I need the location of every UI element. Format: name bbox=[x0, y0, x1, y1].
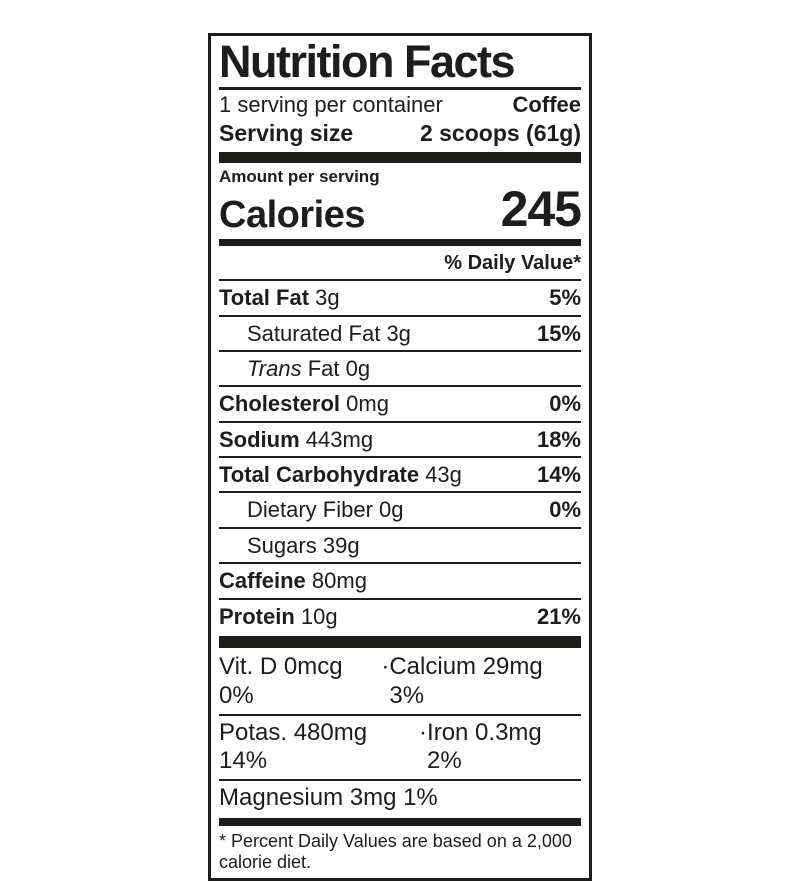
dot-separator: · bbox=[381, 653, 390, 681]
nutrient-amount: 0g bbox=[379, 497, 404, 523]
nutrient-row-total-fat: Total Fat 3g 5% bbox=[219, 281, 581, 317]
micronutrient-left: Vit. D 0mcg 0% bbox=[219, 653, 343, 709]
nutrient-name: Total Fat bbox=[219, 285, 310, 311]
micronutrient-left: Magnesium 3mg 1% bbox=[219, 784, 438, 812]
serving-size-row: Serving size 2 scoops (61g) bbox=[219, 118, 581, 148]
nutrient-row-dietary-fiber: Dietary Fiber 0g 0% bbox=[219, 493, 581, 529]
nutrient-dv: 21% bbox=[536, 603, 581, 629]
nutrient-name-italic: Trans bbox=[247, 355, 302, 381]
micronutrient-right: Calcium 29mg 3% bbox=[389, 653, 543, 709]
servings-per-container-row: 1 serving per container Coffee bbox=[219, 90, 581, 118]
medium-divider-bar bbox=[219, 239, 581, 247]
nutrient-row-sodium: Sodium 443mg 18% bbox=[219, 423, 581, 459]
nutrient-name: Sodium bbox=[219, 426, 300, 452]
nutrient-row-cholesterol: Cholesterol 0mg 0% bbox=[219, 387, 581, 423]
nutrient-dv: 0% bbox=[549, 391, 581, 417]
micronutrient-row-magnesium: Magnesium 3mg 1% bbox=[219, 781, 581, 816]
nutrient-amount: 10g bbox=[300, 603, 338, 629]
thick-divider-bar bbox=[219, 151, 581, 163]
nutrient-amount: 0mg bbox=[346, 391, 389, 417]
micronutrient-left: Potas. 480mg 14% bbox=[219, 718, 368, 775]
nutrient-amount: 443mg bbox=[305, 426, 374, 452]
calories-label: Calories bbox=[219, 194, 365, 237]
nutrient-name: Dietary Fiber bbox=[247, 497, 373, 523]
nutrient-dv: 5% bbox=[549, 285, 581, 311]
daily-value-footnote: * Percent Daily Values are based on a 2,… bbox=[219, 831, 572, 872]
nutrient-amount: 39g bbox=[322, 532, 360, 558]
calories-row: Calories 245 bbox=[219, 180, 582, 238]
nutrient-row-protein: Protein 10g 21% bbox=[219, 600, 581, 633]
nutrient-name: Protein bbox=[219, 603, 295, 629]
thick-divider-bar bbox=[219, 636, 581, 649]
nutrient-name: Saturated Fat bbox=[247, 320, 381, 346]
micronutrient-right: Iron 0.3mg 2% bbox=[427, 718, 542, 775]
nutrient-row-saturated-fat: Saturated Fat 3g 15% bbox=[219, 317, 581, 352]
serving-size-label: Serving size bbox=[219, 120, 354, 147]
calories-value: 245 bbox=[500, 180, 582, 237]
nutrient-amount: 3g bbox=[315, 285, 340, 311]
micronutrient-row-vitd-calcium: Vit. D 0mcg 0% · Calcium 29mg 3% bbox=[219, 650, 581, 716]
nutrient-row-sugars: Sugars 39g bbox=[219, 529, 581, 565]
nutrient-amount: 80mg bbox=[311, 568, 367, 594]
serving-size-value: 2 scoops (61g) bbox=[419, 120, 581, 147]
nutrient-dv: 18% bbox=[536, 426, 581, 452]
nutrient-name: Sugars bbox=[247, 532, 317, 558]
nutrient-dv: 0% bbox=[549, 497, 581, 523]
nutrient-name: Fat bbox=[307, 355, 340, 381]
nutrient-amount: 3g bbox=[386, 320, 411, 346]
nutrient-name: Total Carbohydrate bbox=[219, 462, 420, 488]
page-background: Nutrition Facts 1 serving per container … bbox=[208, 33, 592, 881]
amount-per-serving-label: Amount per serving bbox=[219, 166, 380, 186]
micronutrient-row-potassium-iron: Potas. 480mg 14% · Iron 0.3mg 2% bbox=[219, 716, 581, 782]
nutrient-amount: 43g bbox=[425, 462, 462, 488]
servings-per-container-text: 1 serving per container bbox=[219, 91, 443, 117]
nutrient-name: Cholesterol bbox=[219, 391, 341, 417]
dot-separator: · bbox=[419, 718, 428, 746]
daily-value-header: % Daily Value* bbox=[219, 248, 581, 282]
nutrition-facts-title: Nutrition Facts bbox=[219, 38, 581, 90]
flavor-text: Coffee bbox=[512, 91, 581, 117]
nutrient-row-trans-fat: Trans Fat 0g bbox=[219, 352, 581, 388]
footnote-divider-bar bbox=[219, 818, 581, 827]
nutrient-dv: 14% bbox=[536, 462, 581, 488]
nutrient-row-caffeine: Caffeine 80mg bbox=[219, 564, 581, 600]
nutrient-dv: 15% bbox=[536, 320, 581, 346]
nutrient-amount: 0g bbox=[345, 355, 371, 381]
nutrition-facts-label: Nutrition Facts 1 serving per container … bbox=[208, 33, 592, 881]
nutrient-row-total-carbohydrate: Total Carbohydrate 43g 14% bbox=[219, 458, 581, 494]
nutrient-name: Caffeine bbox=[219, 568, 306, 594]
